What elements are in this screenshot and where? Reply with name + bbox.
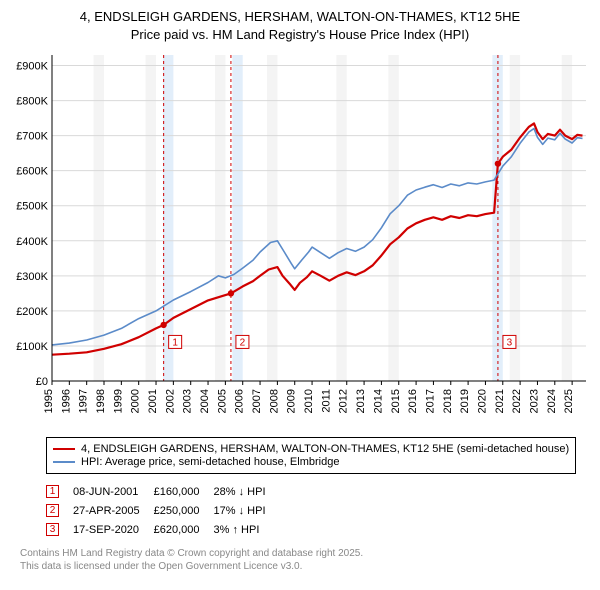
sale-diff: 28% ↓ HPI bbox=[214, 482, 280, 501]
footer-line1: Contains HM Land Registry data © Crown c… bbox=[20, 547, 590, 560]
svg-text:2018: 2018 bbox=[442, 389, 454, 413]
table-row: 3 17-SEP-2020£620,0003% ↑ HPI bbox=[46, 520, 280, 539]
svg-text:1998: 1998 bbox=[95, 389, 107, 413]
svg-text:£0: £0 bbox=[36, 376, 48, 388]
sale-marker-icon: 3 bbox=[46, 523, 59, 536]
sales-table: 1 08-JUN-2001£160,00028% ↓ HPI 2 27-APR-200… bbox=[46, 482, 280, 539]
svg-text:£400K: £400K bbox=[16, 236, 48, 248]
svg-text:2013: 2013 bbox=[355, 389, 367, 413]
sale-price: £620,000 bbox=[154, 520, 214, 539]
sale-marker-icon: 1 bbox=[46, 485, 59, 498]
svg-text:2012: 2012 bbox=[338, 389, 350, 413]
chart: £0 £100K £200K £300K £400K £500K £600K £700K £80… bbox=[10, 49, 590, 429]
svg-text:2021: 2021 bbox=[494, 389, 506, 413]
svg-text:2023: 2023 bbox=[528, 389, 540, 413]
svg-text:3: 3 bbox=[507, 338, 513, 349]
svg-text:£600K: £600K bbox=[16, 166, 48, 178]
svg-text:2010: 2010 bbox=[303, 389, 315, 413]
svg-text:1995: 1995 bbox=[43, 389, 55, 413]
svg-text:2008: 2008 bbox=[268, 389, 280, 413]
svg-text:2014: 2014 bbox=[372, 389, 384, 413]
svg-text:£100K: £100K bbox=[16, 341, 48, 353]
svg-text:£200K: £200K bbox=[16, 306, 48, 318]
footer: Contains HM Land Registry data © Crown c… bbox=[20, 547, 590, 573]
svg-text:2022: 2022 bbox=[511, 389, 523, 413]
svg-text:2004: 2004 bbox=[199, 389, 211, 413]
svg-text:£900K: £900K bbox=[16, 61, 48, 73]
table-row: 1 08-JUN-2001£160,00028% ↓ HPI bbox=[46, 482, 280, 501]
svg-text:2017: 2017 bbox=[424, 389, 436, 413]
legend-row-hpi: HPI: Average price, semi-detached house,… bbox=[53, 456, 569, 468]
svg-text:2: 2 bbox=[240, 338, 246, 349]
svg-text:2002: 2002 bbox=[164, 389, 176, 413]
sale-price: £160,000 bbox=[154, 482, 214, 501]
legend-swatch-1 bbox=[53, 461, 75, 463]
svg-text:£300K: £300K bbox=[16, 271, 48, 283]
sale-marker-icon: 2 bbox=[46, 504, 59, 517]
title-line2: Price paid vs. HM Land Registry's House … bbox=[10, 26, 590, 44]
svg-text:1996: 1996 bbox=[60, 389, 72, 413]
sale-date: 17-SEP-2020 bbox=[73, 520, 154, 539]
svg-text:2016: 2016 bbox=[407, 389, 419, 413]
sale-date: 27-APR-2005 bbox=[73, 501, 154, 520]
table-row: 2 27-APR-2005£250,00017% ↓ HPI bbox=[46, 501, 280, 520]
svg-text:£500K: £500K bbox=[16, 201, 48, 213]
svg-text:2005: 2005 bbox=[216, 389, 228, 413]
title-line1: 4, ENDSLEIGH GARDENS, HERSHAM, WALTON-ON… bbox=[10, 8, 590, 26]
svg-text:2024: 2024 bbox=[546, 389, 558, 413]
svg-text:2019: 2019 bbox=[459, 389, 471, 413]
svg-text:1: 1 bbox=[172, 338, 178, 349]
legend-row-price-paid: 4, ENDSLEIGH GARDENS, HERSHAM, WALTON-ON… bbox=[53, 443, 569, 455]
svg-text:2007: 2007 bbox=[251, 389, 263, 413]
chart-title: 4, ENDSLEIGH GARDENS, HERSHAM, WALTON-ON… bbox=[10, 8, 590, 43]
legend-label-0: 4, ENDSLEIGH GARDENS, HERSHAM, WALTON-ON… bbox=[81, 443, 569, 455]
svg-text:£700K: £700K bbox=[16, 131, 48, 143]
sale-diff: 17% ↓ HPI bbox=[214, 501, 280, 520]
svg-text:2025: 2025 bbox=[563, 389, 575, 413]
sale-date: 08-JUN-2001 bbox=[73, 482, 154, 501]
svg-text:2011: 2011 bbox=[320, 389, 332, 413]
svg-text:2000: 2000 bbox=[130, 389, 142, 413]
svg-text:1999: 1999 bbox=[112, 389, 124, 413]
legend-label-1: HPI: Average price, semi-detached house,… bbox=[81, 456, 339, 468]
svg-text:2003: 2003 bbox=[182, 389, 194, 413]
svg-text:2015: 2015 bbox=[390, 389, 402, 413]
svg-text:2001: 2001 bbox=[147, 389, 159, 413]
legend-swatch-0 bbox=[53, 448, 75, 450]
svg-text:1997: 1997 bbox=[78, 389, 90, 413]
sale-diff: 3% ↑ HPI bbox=[214, 520, 280, 539]
chart-svg: £0 £100K £200K £300K £400K £500K £600K £700K £80… bbox=[10, 49, 590, 429]
legend: 4, ENDSLEIGH GARDENS, HERSHAM, WALTON-ON… bbox=[46, 437, 576, 474]
svg-text:2020: 2020 bbox=[476, 389, 488, 413]
footer-line2: This data is licensed under the Open Gov… bbox=[20, 560, 590, 573]
svg-text:2009: 2009 bbox=[286, 389, 298, 413]
sale-price: £250,000 bbox=[154, 501, 214, 520]
svg-text:£800K: £800K bbox=[16, 96, 48, 108]
svg-text:2006: 2006 bbox=[234, 389, 246, 413]
